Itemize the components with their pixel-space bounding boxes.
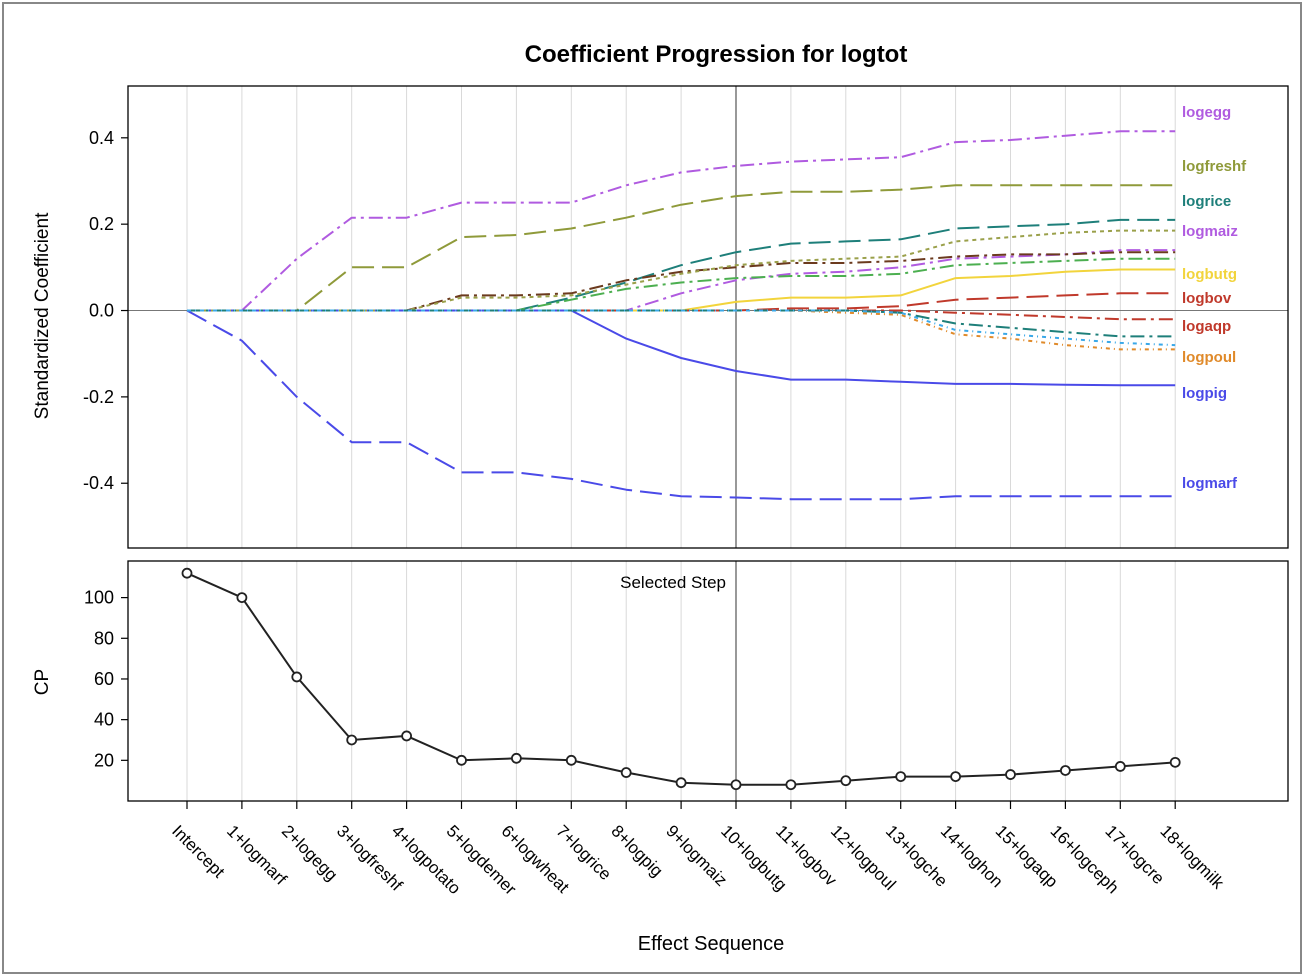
series-label-logegg: logegg [1182, 104, 1231, 121]
top-y-tick-label: 0.2 [89, 214, 114, 234]
cp-point [456, 754, 467, 766]
cp-point [1114, 761, 1126, 772]
bottom-y-tick-label: 60 [94, 669, 114, 689]
bottom-y-axis: 100 80 60 40 20 [84, 588, 128, 770]
cp-point [785, 779, 797, 791]
bottom-gridlines [186, 561, 1176, 801]
cp-point [401, 730, 413, 742]
cp-point [620, 767, 632, 778]
series-line-unlabeled-14 [187, 309, 1176, 347]
top-y-axis-label: Standardized Coefficient [32, 212, 53, 419]
series-label-logbov: logbov [1182, 290, 1232, 307]
selected-step-annotation: Selected Step [620, 573, 726, 592]
series-labels: logegg logfreshf logrice logmaiz logbutg logb… [1182, 104, 1247, 492]
bottom-y-tick-label: 40 [94, 710, 114, 730]
top-y-tick-label: -0.4 [83, 473, 114, 493]
cp-point [181, 567, 193, 579]
cp-point [346, 734, 358, 746]
bottom-y-tick-label: 80 [94, 628, 114, 648]
top-y-tick-label: 0.4 [89, 128, 114, 148]
series-label-logbutg: logbutg [1182, 266, 1237, 283]
top-gridlines [128, 86, 1288, 548]
cp-point [840, 775, 852, 787]
series-label-logpig: logpig [1182, 385, 1227, 402]
bottom-y-tick-label: 20 [94, 750, 114, 770]
cp-point [565, 754, 577, 766]
cp-point [1005, 769, 1016, 780]
series-label-logpoul: logpoul [1182, 349, 1236, 366]
top-y-axis: 0.4 0.2 0.0 -0.2 -0.4 [83, 128, 128, 493]
top-y-tick-label: 0.0 [89, 301, 114, 321]
series-label-logrice: logrice [1182, 193, 1231, 210]
cp-point [675, 777, 687, 789]
series-line-unlabeled-11 [187, 229, 1176, 312]
series-label-logmarf: logmarf [1182, 475, 1238, 492]
bottom-y-axis-label: CP [32, 669, 53, 695]
top-y-tick-label: -0.2 [83, 387, 114, 407]
cp-point [1169, 756, 1181, 768]
cp-point [895, 771, 907, 782]
series-label-logaqp: logaqp [1182, 318, 1231, 335]
coefficient-series [186, 130, 1176, 501]
bottom-plot-frame [127, 560, 1289, 802]
series-label-logfreshf: logfreshf [1182, 158, 1247, 175]
chart-title: Coefficient Progression for logtot [525, 41, 908, 68]
bottom-y-tick-label: 100 [84, 588, 114, 608]
series-line-logmarf [186, 309, 1176, 501]
top-plot-frame [127, 85, 1289, 549]
x-axis-label: Effect Sequence [638, 933, 784, 955]
series-line-logegg [187, 130, 1176, 312]
cp-point [1060, 765, 1071, 776]
series-line-logfreshf [187, 184, 1176, 312]
series-label-logmaiz: logmaiz [1182, 223, 1238, 240]
cp-point [291, 671, 303, 683]
cp-point [950, 771, 961, 782]
cp-point [236, 592, 248, 604]
cp-point [730, 779, 742, 791]
cp-point [511, 752, 522, 764]
coefficient-panel: logegg logfreshf logrice logmaiz logbutg logb… [32, 85, 1289, 549]
cp-series [181, 567, 1181, 791]
